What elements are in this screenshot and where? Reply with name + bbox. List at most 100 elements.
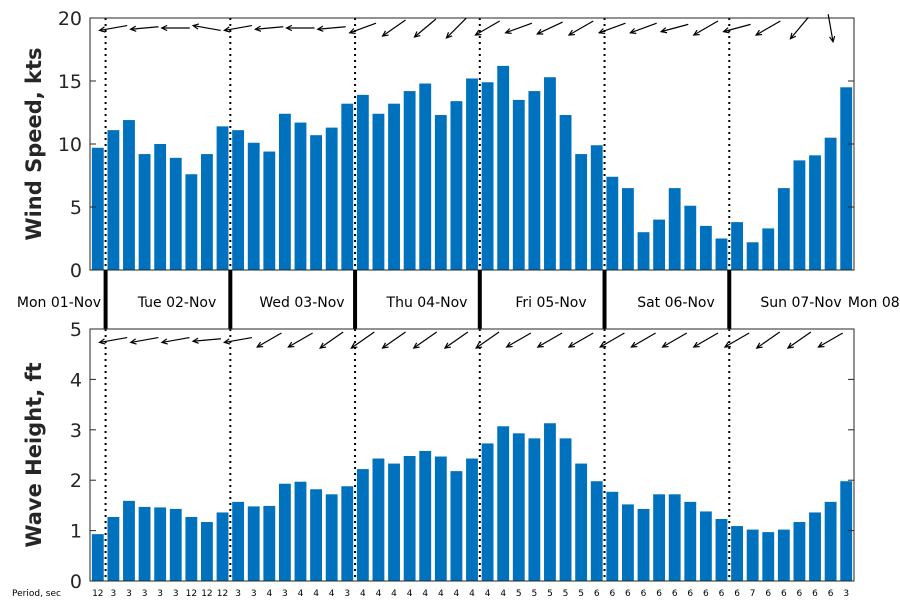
arrow-head [567, 341, 576, 348]
direction-arrow [191, 337, 221, 344]
period-value: 12 [201, 589, 212, 599]
period-value: 4 [485, 589, 491, 599]
direction-arrow [661, 332, 688, 348]
arrow-head [789, 32, 797, 40]
bar [684, 205, 697, 270]
period-value: 4 [438, 589, 444, 599]
bar [512, 99, 525, 271]
period-value: 7 [750, 589, 756, 599]
bar [388, 103, 400, 271]
arrow-shaft [537, 332, 563, 348]
period-value: 6 [719, 589, 725, 599]
arrow-head [160, 338, 168, 345]
y-axis-label: Wind Speed, kts [22, 47, 46, 240]
wind-speed-panel: 0 5 10 15 20 Wind Speed, kts [22, 8, 855, 282]
y-tick-label: 1 [70, 521, 82, 543]
arrow-shaft [288, 332, 313, 348]
direction-arrow [160, 24, 190, 32]
bar [419, 450, 432, 581]
direction-arrow [789, 16, 809, 40]
period-value: 5 [578, 589, 584, 599]
direction-arrow [567, 20, 594, 36]
period-value: 3 [235, 589, 241, 599]
bar [263, 505, 276, 581]
period-value: 6 [828, 589, 834, 599]
arrow-head [629, 28, 637, 34]
period-value: 3 [173, 589, 179, 599]
bar [621, 504, 634, 581]
arrow-shaft [818, 332, 844, 348]
bar [559, 438, 572, 581]
bar [575, 154, 588, 270]
arrow-head [443, 342, 451, 349]
bar [840, 87, 853, 270]
period-value: 12 [217, 589, 228, 599]
arrow-shaft [723, 23, 751, 33]
period-value: 6 [594, 589, 600, 599]
arrow-shaft [319, 331, 344, 349]
bar [653, 219, 666, 270]
arrow-shaft [505, 22, 533, 34]
arrow-shaft [317, 26, 346, 30]
period-value: 6 [687, 589, 693, 599]
direction-arrow [222, 24, 253, 33]
bar [232, 130, 245, 270]
bar [107, 516, 120, 581]
bar [201, 522, 213, 581]
direction-arrow [285, 24, 315, 32]
period-value: 6 [703, 589, 709, 599]
bar [793, 160, 806, 270]
bar [356, 94, 369, 270]
arrow-shaft [537, 21, 563, 35]
bar [325, 494, 338, 581]
direction-arrow [630, 332, 656, 348]
period-value: 6 [625, 589, 631, 599]
bar [684, 501, 697, 581]
direction-arrow [599, 332, 625, 348]
arrow-shaft [224, 336, 253, 344]
y-tick-label: 10 [58, 134, 82, 156]
bar [746, 529, 759, 581]
arrow-head [191, 337, 199, 344]
period-value: 4 [360, 589, 366, 599]
y-tick-label: 4 [70, 369, 82, 391]
plot-frame [89, 328, 855, 582]
bar [434, 115, 447, 271]
bar [559, 115, 572, 271]
arrow-head [599, 341, 607, 348]
direction-arrow [255, 332, 282, 348]
direction-arrow [412, 331, 438, 349]
period-value: 6 [641, 589, 647, 599]
arrow-head [536, 341, 544, 348]
direction-arrow [316, 25, 346, 32]
bar [497, 65, 510, 270]
arrow-shaft [446, 17, 467, 39]
bar [746, 242, 759, 270]
bar [154, 507, 167, 581]
direction-arrow [287, 332, 313, 348]
arrow-shaft [382, 19, 406, 37]
arrow-shaft [351, 331, 375, 349]
day-label: Mon 08-Nov [848, 295, 900, 311]
arrow-head [160, 24, 168, 32]
bar [668, 188, 681, 270]
arrow-shaft [787, 331, 812, 349]
period-value: 3 [157, 589, 163, 599]
bar [278, 113, 291, 270]
bar [216, 512, 229, 581]
arrow-shaft [414, 18, 437, 38]
arrow-shaft [789, 16, 809, 40]
period-value: 6 [765, 589, 771, 599]
arrow-head [98, 338, 106, 345]
bar [590, 145, 603, 270]
direction-arrow [755, 331, 781, 349]
bar [185, 516, 198, 581]
period-value: 12 [92, 589, 103, 599]
arrow-head [222, 338, 231, 345]
bar [263, 151, 276, 270]
period-value: 3 [111, 589, 117, 599]
y-tick-label: 5 [70, 197, 82, 219]
day-label: Thu 04-Nov [386, 295, 468, 311]
period-value: 4 [391, 589, 397, 599]
direction-arrow [786, 331, 812, 349]
